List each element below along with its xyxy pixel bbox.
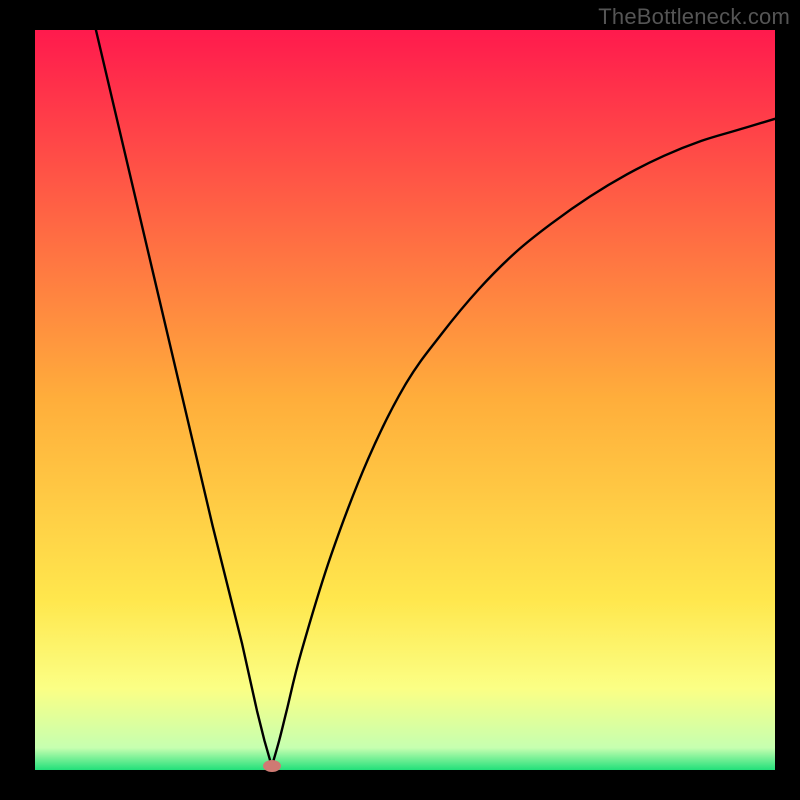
curve-right-branch bbox=[272, 119, 775, 767]
minimum-marker bbox=[263, 760, 281, 772]
bottleneck-curve bbox=[35, 30, 775, 770]
plot-area bbox=[35, 30, 775, 770]
curve-left-branch bbox=[94, 23, 272, 767]
chart-container: TheBottleneck.com bbox=[0, 0, 800, 800]
watermark-text: TheBottleneck.com bbox=[598, 4, 790, 30]
